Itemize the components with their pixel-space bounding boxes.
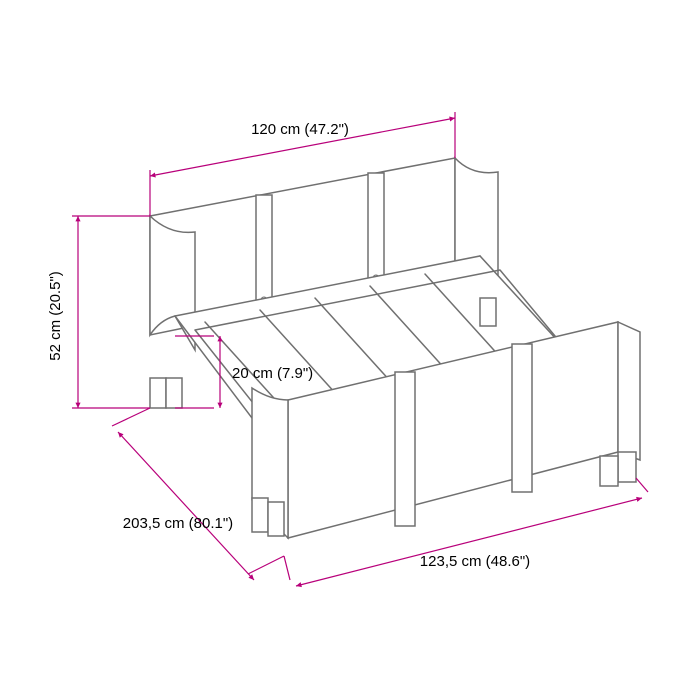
product-drawing	[150, 158, 640, 538]
dim-label-left-height: 52 cm (20.5")	[47, 271, 64, 361]
dim-label-front-width: 123,5 cm (48.6")	[420, 553, 530, 570]
dim-label-inner-height: 20 cm (7.9")	[232, 365, 313, 382]
dim-label-depth: 203,5 cm (80.1")	[123, 515, 233, 532]
dim-label-top-width: 120 cm (47.2")	[251, 121, 349, 138]
